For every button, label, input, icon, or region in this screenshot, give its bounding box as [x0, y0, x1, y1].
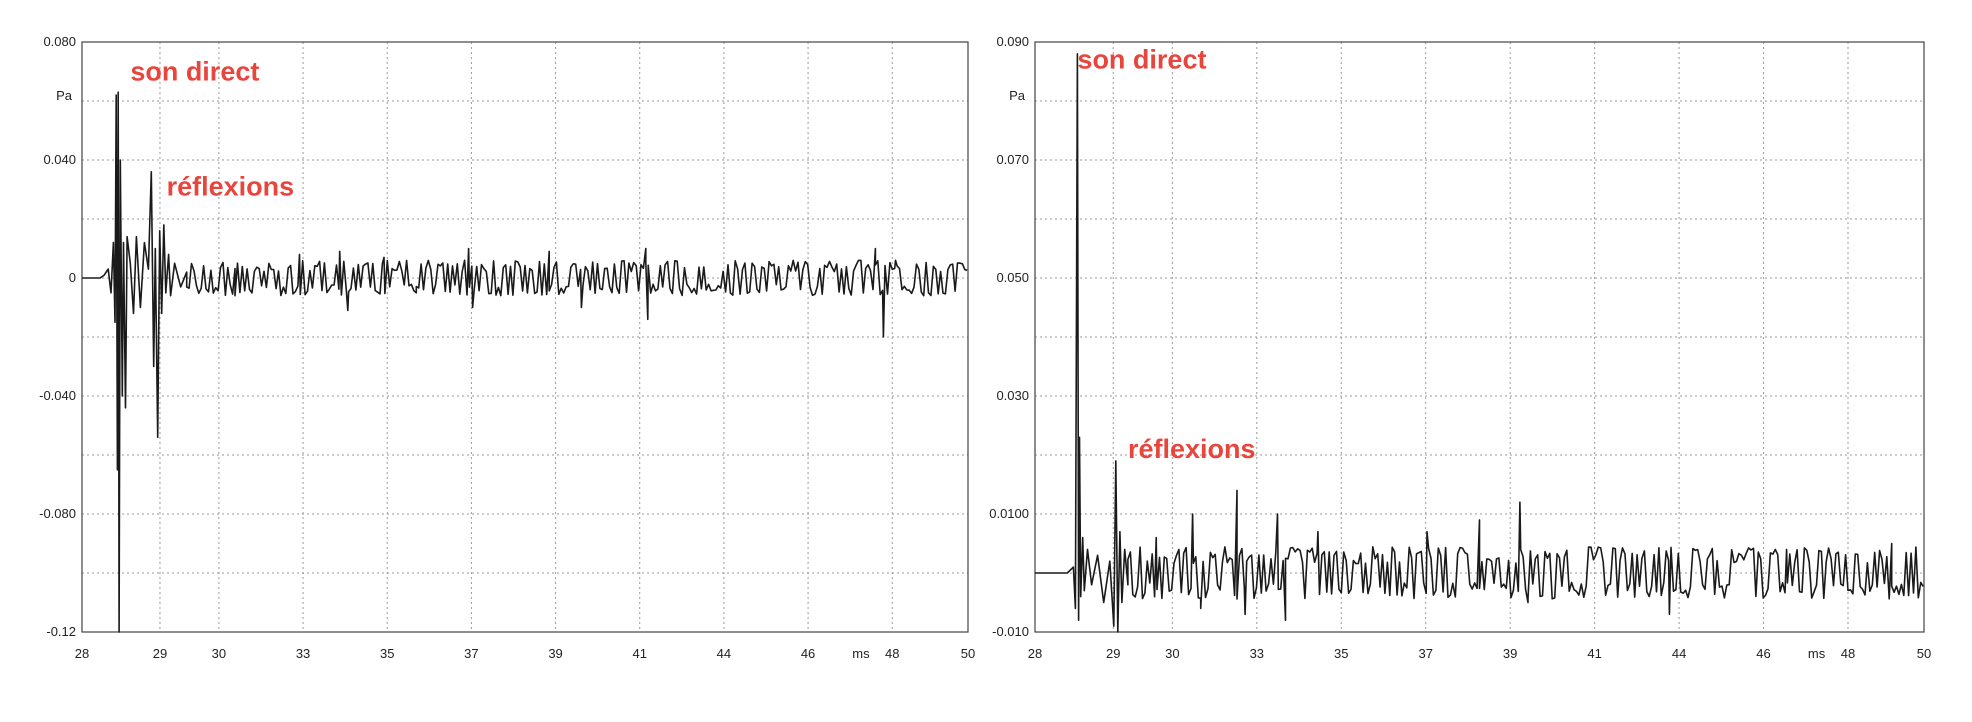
y-axis-unit: Pa: [1009, 88, 1026, 103]
chart-left: 0.080 0.040 0 -0.040 -0.080 -0.12 Pa 28 29 30 33 35…: [39, 34, 975, 661]
x-tick-label: 48: [1841, 646, 1855, 661]
x-axis-unit: ms: [1808, 646, 1826, 661]
y-tick-label: 0.030: [996, 388, 1029, 403]
x-tick-label: 29: [1106, 646, 1120, 661]
annotation-reflections: réflexions: [167, 171, 295, 201]
chart-right: 0.090 0.070 0.050 0.030 0.0100 -0.010 Pa 28 29 30…: [989, 34, 1931, 661]
y-tick-label: 0.040: [43, 152, 76, 167]
y-tick-label: 0.080: [43, 34, 76, 49]
x-tick-label: 35: [1334, 646, 1348, 661]
waveform-line: [82, 91, 968, 633]
x-tick-label: 48: [885, 646, 899, 661]
y-axis-unit: Pa: [56, 88, 73, 103]
plot-frame: [81, 41, 969, 633]
annotation-direct-sound: son direct: [1077, 45, 1206, 75]
x-tick-label: 37: [1418, 646, 1432, 661]
y-tick-label: 0: [69, 270, 76, 285]
x-axis-unit: ms: [852, 646, 870, 661]
x-tick-label: 39: [548, 646, 562, 661]
y-tick-label: -0.12: [46, 624, 76, 639]
x-tick-label: 44: [1672, 646, 1686, 661]
x-tick-label: 35: [380, 646, 394, 661]
x-tick-label: 33: [296, 646, 310, 661]
y-tick-label: 0.090: [996, 34, 1029, 49]
y-tick-label: -0.080: [39, 506, 76, 521]
annotation-reflections: réflexions: [1128, 434, 1256, 464]
waveform-line: [1035, 53, 1924, 633]
y-tick-label: 0.070: [996, 152, 1029, 167]
x-tick-label: 44: [717, 646, 731, 661]
x-tick-label: 39: [1503, 646, 1517, 661]
x-tick-label: 41: [1587, 646, 1601, 661]
y-tick-label: 0.050: [996, 270, 1029, 285]
x-tick-label: 33: [1250, 646, 1264, 661]
x-tick-label: 46: [1756, 646, 1770, 661]
plot-frame: [1034, 41, 1925, 633]
x-tick-label: 50: [1917, 646, 1931, 661]
y-tick-label: -0.040: [39, 388, 76, 403]
x-tick-label: 28: [1028, 646, 1042, 661]
y-tick-label: 0.0100: [989, 506, 1029, 521]
x-tick-label: 37: [464, 646, 478, 661]
y-tick-label: -0.010: [992, 624, 1029, 639]
x-tick-label: 28: [75, 646, 89, 661]
x-tick-label: 50: [961, 646, 975, 661]
annotation-direct-sound: son direct: [130, 56, 259, 86]
x-tick-label: 30: [1165, 646, 1179, 661]
x-tick-label: 41: [633, 646, 647, 661]
x-tick-label: 29: [153, 646, 167, 661]
x-tick-label: 46: [801, 646, 815, 661]
x-tick-label: 30: [212, 646, 226, 661]
